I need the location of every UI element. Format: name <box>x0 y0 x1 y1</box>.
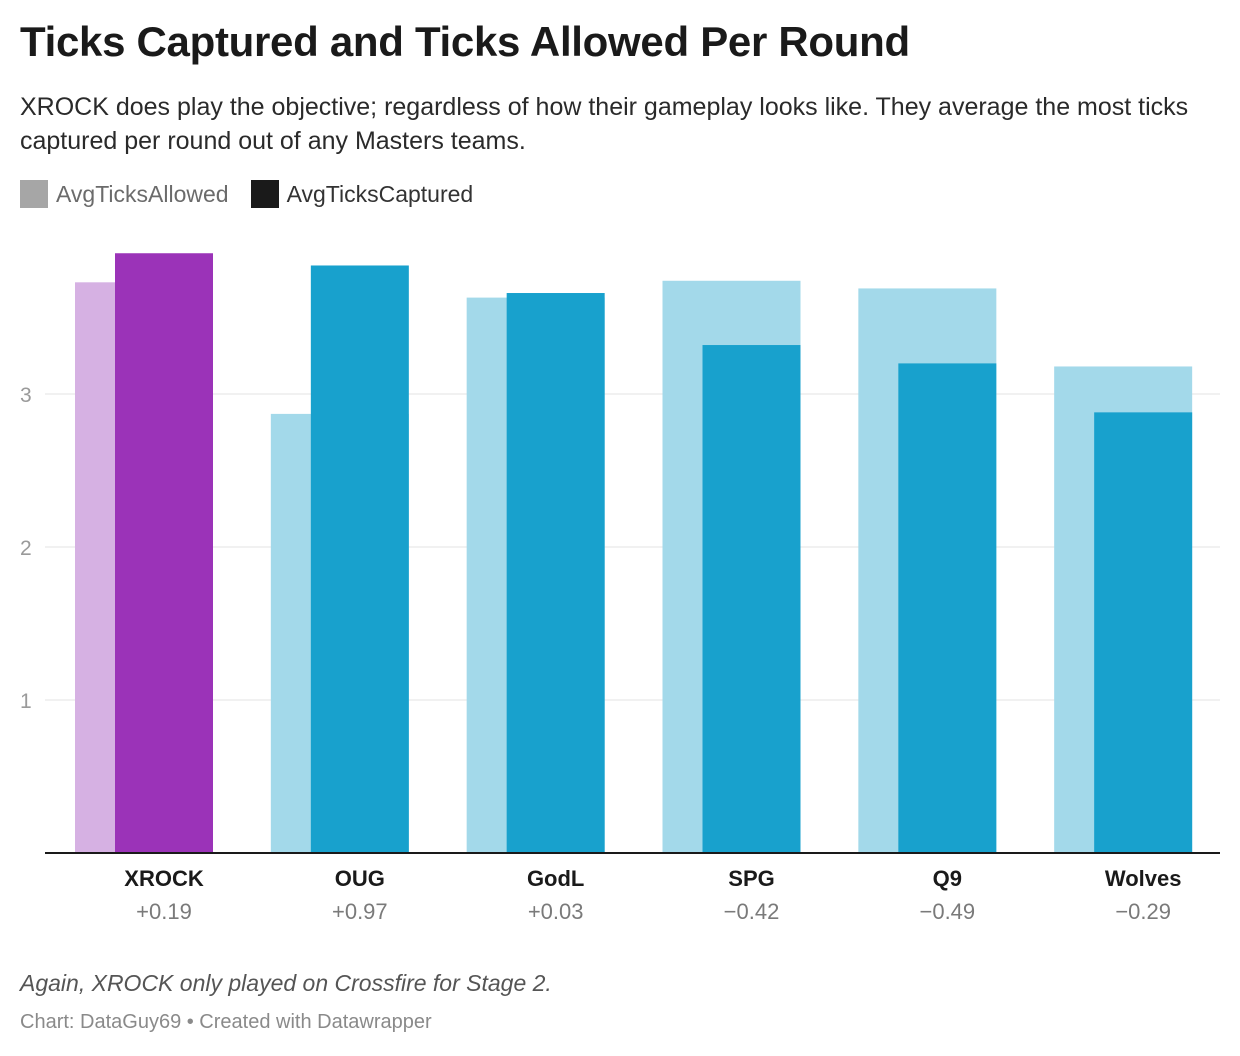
legend-label-captured: AvgTicksCaptured <box>286 180 474 207</box>
legend-item-allowed: AvgTicksAllowed <box>20 180 229 208</box>
difference-label: −0.49 <box>919 899 975 924</box>
difference-label: +0.03 <box>528 899 584 924</box>
difference-label: −0.42 <box>724 899 780 924</box>
bar-captured-xrock <box>115 253 213 854</box>
legend-label-allowed: AvgTicksAllowed <box>56 180 229 207</box>
bar-captured-q9 <box>898 363 997 853</box>
chart-title: Ticks Captured and Ticks Allowed Per Rou… <box>20 18 910 65</box>
legend: AvgTicksAllowed AvgTicksCaptured <box>20 180 495 208</box>
chart-subtitle: XROCK does play the objective; regardles… <box>20 93 1189 155</box>
x-category-label: OUG <box>335 866 385 891</box>
difference-label: +0.97 <box>332 899 388 924</box>
x-category-label: XROCK <box>124 866 204 891</box>
difference-label: −0.29 <box>1115 899 1171 924</box>
x-category-label: GodL <box>527 866 584 891</box>
y-tick-label: 3 <box>20 384 32 407</box>
bar-chart: 1 2 3 XROCK +0.19 OUG +0.97 GodL +0.03 SPG −0.42 Q9… <box>20 253 1220 924</box>
x-category-label: SPG <box>728 866 774 891</box>
chart-note: Again, XROCK only played on Crossfire fo… <box>20 970 552 996</box>
bar-captured-wolves <box>1094 412 1193 853</box>
chart-credit: Chart: DataGuy69 • Created with Datawrap… <box>20 1011 432 1033</box>
x-category-label: Q9 <box>933 866 962 891</box>
x-category-label: Wolves <box>1105 866 1182 891</box>
bar-captured-spg <box>702 345 801 853</box>
legend-item-captured: AvgTicksCaptured <box>250 180 474 208</box>
y-tick-label: 2 <box>20 537 32 560</box>
bar-captured-oug <box>310 265 409 854</box>
y-tick-label: 1 <box>20 690 32 713</box>
bar-captured-godl <box>506 293 605 853</box>
legend-swatch-captured <box>250 180 279 208</box>
difference-label: +0.19 <box>136 899 192 924</box>
legend-swatch-allowed <box>20 180 48 208</box>
